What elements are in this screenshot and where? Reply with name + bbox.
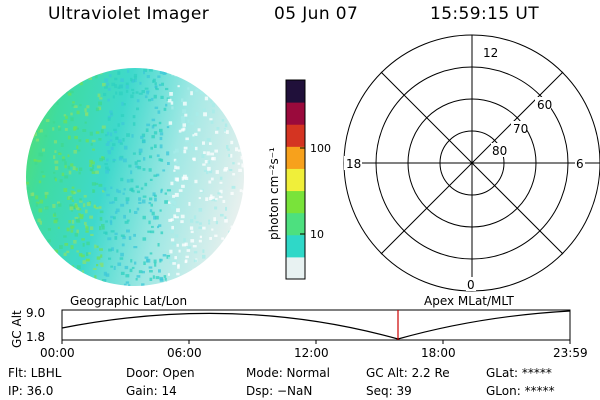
status-gain: Gain: 14: [126, 384, 177, 398]
mlt-label-6: 6: [576, 157, 584, 171]
polar-diagonal-line: [380, 71, 564, 255]
timeline-left-caption: Geographic Lat/Lon: [70, 294, 188, 308]
colorbar-band: [286, 80, 305, 103]
status-gc-alt: GC Alt: 2.2 Re: [366, 366, 450, 380]
status-door: Door: Open: [126, 366, 195, 380]
status-glon: GLon: *****: [486, 384, 555, 398]
status-glat: GLat: *****: [486, 366, 552, 380]
colorbar-band: [286, 168, 305, 192]
colorbar-tick-100: 100: [310, 142, 331, 155]
status-dsp: Dsp: −NaN: [246, 384, 313, 398]
timeline-ytick-min: 1.8: [26, 330, 45, 344]
time-tick-0600: 06:00: [167, 346, 202, 360]
colorbar-band: [286, 234, 305, 258]
colorbar-band: [286, 146, 305, 169]
timeline-axis-label: GC Alt: [10, 310, 24, 348]
altitude-curve: [61, 310, 571, 340]
image-time: 15:59:15 UT: [430, 4, 539, 24]
mlat-label-60: 60: [537, 98, 552, 112]
time-tick-0000: 00:00: [40, 346, 75, 360]
instrument-title: Ultraviolet Imager: [48, 4, 210, 24]
mlat-label-70: 70: [513, 122, 528, 136]
timeline-right-caption: Apex MLat/MLT: [424, 294, 514, 308]
status-mode: Mode: Normal: [246, 366, 330, 380]
colorbar-band: [286, 124, 305, 147]
timeline-frame: [61, 309, 571, 341]
time-tick-2359: 23:59: [553, 346, 588, 360]
auroral-speckle-layer: [26, 68, 244, 286]
mlt-label-0: 0: [467, 278, 475, 292]
colorbar-band: [286, 190, 305, 214]
status-filter: Flt: LBHL: [8, 366, 62, 380]
mlat-label-80: 80: [492, 144, 507, 158]
colorbar-label: photon cm⁻²s⁻¹: [267, 147, 281, 240]
status-ip: IP: 36.0: [8, 384, 54, 398]
colorbar-band: [286, 256, 305, 280]
time-tick-1800: 18:00: [421, 346, 456, 360]
time-tick-1200: 12:00: [294, 346, 329, 360]
timeline-ytick-max: 9.0: [26, 306, 45, 320]
mlt-label-18: 18: [346, 157, 361, 171]
colorbar-band: [286, 212, 305, 236]
colorbar-band: [286, 102, 305, 125]
image-date: 05 Jun 07: [274, 4, 359, 24]
status-seq: Seq: 39: [366, 384, 412, 398]
colorbar-tick-10: 10: [310, 228, 324, 241]
mlt-label-12: 12: [483, 46, 498, 60]
